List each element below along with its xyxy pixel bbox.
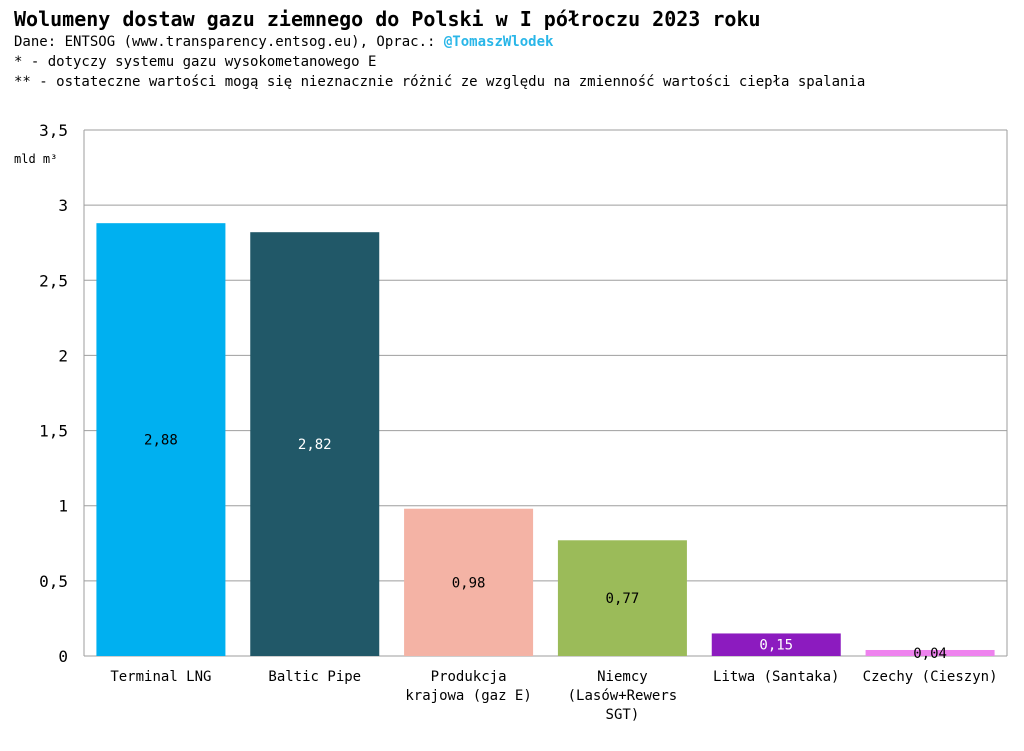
bars: 2,88 2,82 0,98 0,77 0,15 0,04 [96,223,995,662]
bar [711,633,841,656]
y-tick-label: 3,5 [39,121,68,140]
bar [404,508,534,656]
x-tick-label: Baltic Pipe [268,669,361,685]
y-tick-label: 3 [58,196,68,215]
bar-value-label: 0,04 [913,646,947,662]
y-tick-label: 1 [58,497,68,516]
grid-lines [83,129,1008,657]
x-tick-label: Produkcja krajowa (gaz E) [405,669,531,704]
bar-value-label: 0,77 [606,591,640,607]
y-tick-label: 1,5 [39,422,68,441]
footnote-1: * - dotyczy systemu gazu wysokometanoweg… [14,54,377,70]
bar-value-label: 2,88 [144,433,178,449]
x-axis-ticks: Terminal LNG Baltic Pipe Produkcja krajowa … [110,669,997,723]
chart-header: Wolumeny dostaw gazu ziemnego do Polski … [14,6,1014,92]
y-tick-label: 2,5 [39,271,68,290]
author-handle: @TomaszWlodek [443,34,554,50]
chart-subtitle: Dane: ENTSOG (www.transparency.entsog.eu… [14,32,1014,52]
y-tick-label: 0,5 [39,572,68,591]
chart-title: Wolumeny dostaw gazu ziemnego do Polski … [14,7,761,31]
source-text: Dane: ENTSOG (www.transparency.entsog.eu… [14,34,444,50]
bar [96,223,226,657]
footnote-2: ** - ostateczne wartości mogą się niezna… [14,74,866,90]
x-tick-label: Terminal LNG [110,669,211,685]
x-tick-label: Litwa (Santaka) [713,669,839,685]
bar-value-label: 0,98 [452,575,486,591]
x-tick-label: Czechy (Cieszyn) [863,669,998,685]
bar-value-label: 0,15 [759,638,793,654]
bar-value-label: 2,82 [298,437,332,453]
x-tick-label: Niemcy (Lasów+Rewers SGT) [568,669,678,723]
bar [250,232,380,657]
bar [865,649,995,656]
y-axis-ticks: 0 0,5 1 1,5 2 2,5 3 3,5 [39,121,68,666]
bar [557,540,687,656]
y-axis-label: mld m³ [14,152,57,166]
y-tick-label: 2 [58,346,68,365]
y-tick-label: 0 [58,647,68,666]
